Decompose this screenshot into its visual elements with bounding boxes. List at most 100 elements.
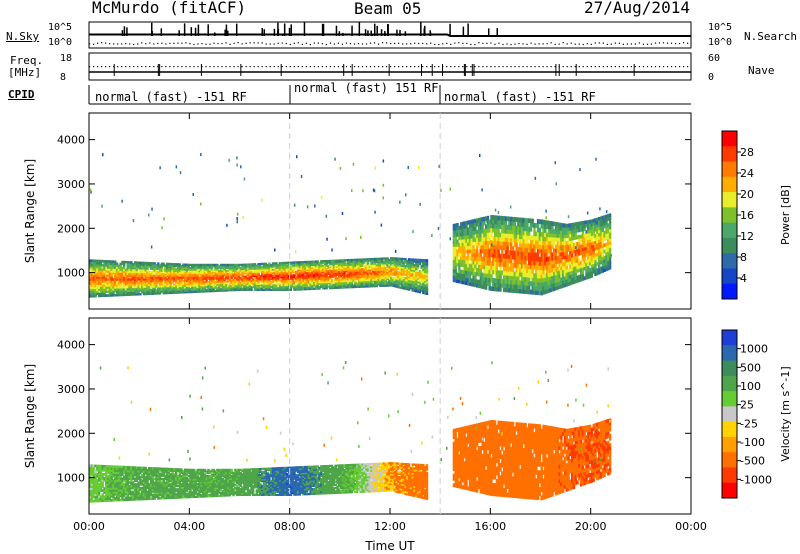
range-gate-cell: [526, 276, 529, 282]
range-gate-cell: [250, 276, 253, 279]
range-gate-cell: [590, 267, 594, 272]
range-gate-cell: [241, 274, 244, 277]
range-gate-cell: [157, 290, 160, 293]
range-gate-cell: [137, 281, 140, 285]
range-gate-cell: [268, 284, 271, 287]
range-gate-cell: [227, 268, 230, 271]
range-gate-cell: [562, 244, 565, 249]
range-gate-cell: [187, 265, 190, 268]
range-gate-cell: [485, 285, 488, 290]
range-gate-cell: [490, 261, 493, 266]
range-gate-cell: [259, 288, 262, 291]
nave-point: [470, 66, 472, 68]
range-gate-cell: [164, 292, 167, 295]
range-gate-cell: [103, 294, 106, 298]
range-gate-cell: [379, 284, 382, 287]
range-gate-cell: [289, 271, 293, 274]
range-gate-cell: [366, 279, 370, 282]
range-gate-cell: [531, 235, 534, 241]
range-gate-cell: [549, 240, 552, 246]
range-gate-cell: [488, 223, 491, 229]
nsearch-point: [329, 42, 331, 44]
range-gate-cell: [146, 265, 149, 268]
range-gate-cell: [470, 223, 473, 228]
range-gate-cell: [563, 234, 567, 239]
range-gate-cell: [212, 282, 215, 285]
range-gate-cell: [554, 233, 558, 238]
range-gate-cell: [244, 275, 248, 278]
range-gate-cell: [99, 290, 103, 294]
range-gate-cell: [212, 285, 215, 288]
range-gate-cell: [139, 267, 142, 270]
range-gate-cell: [146, 278, 149, 281]
range-gate-cell: [296, 285, 300, 288]
range-gate-cell: [528, 251, 531, 257]
range-gate-cell: [184, 263, 187, 266]
range-gate-cell: [529, 264, 533, 270]
range-gate-cell: [418, 275, 422, 279]
range-gate-cell: [123, 272, 126, 275]
range-gate-cell: [121, 274, 124, 277]
range-gate-cell: [545, 272, 549, 278]
range-gate-cell: [485, 244, 488, 250]
range-gate-cell: [94, 288, 97, 292]
range-gate-cell: [366, 274, 370, 277]
nsearch-point: [410, 43, 412, 45]
range-gate-cell: [461, 249, 465, 254]
range-gate-cell: [569, 271, 572, 276]
range-gate-cell: [467, 256, 470, 261]
range-gate-cell: [502, 216, 506, 221]
range-gate-cell: [476, 241, 479, 246]
range-gate-cell: [354, 265, 357, 268]
range-gate-cell: [114, 284, 117, 287]
range-gate-cell: [339, 267, 343, 270]
range-gate-cell: [282, 288, 285, 291]
range-gate-cell: [599, 222, 603, 227]
range-gate-cell: [280, 280, 284, 284]
range-gate-cell: [468, 278, 472, 283]
range-gate-cell: [567, 281, 570, 286]
range-gate-cell: [544, 273, 547, 278]
range-gate-cell: [121, 268, 124, 272]
range-gate-cell: [94, 259, 97, 263]
range-gate-cell: [209, 266, 212, 270]
range-gate-cell: [144, 274, 147, 277]
range-gate-cell: [105, 262, 108, 265]
range-gate-cell: [452, 230, 456, 235]
range-gate-cell: [298, 261, 301, 264]
nave-point: [169, 66, 171, 68]
range-gate-cell: [501, 241, 504, 246]
range-gate-cell: [214, 280, 217, 283]
range-gate-cell: [348, 260, 352, 263]
range-gate-cell: [510, 262, 513, 268]
range-gate-cell: [187, 284, 190, 287]
range-gate-cell: [354, 276, 357, 279]
range-gate-cell: [563, 276, 567, 281]
range-gate-cell: [418, 283, 422, 286]
range-gate-cell: [275, 288, 278, 291]
range-gate-cell: [594, 234, 597, 238]
range-gate-cell: [572, 263, 576, 268]
range-gate-cell: [293, 277, 296, 280]
range-gate-cell: [191, 278, 194, 281]
range-gate-cell: [248, 279, 251, 282]
range-gate-cell: [425, 288, 429, 292]
range-gate-cell: [259, 278, 262, 281]
range-gate-cell: [207, 288, 210, 291]
range-gate-cell: [278, 276, 282, 279]
range-gate-cell: [235, 275, 239, 278]
range-gate-cell: [228, 275, 232, 278]
range-gate-cell: [196, 268, 199, 271]
range-gate-cell: [560, 251, 563, 257]
nave-point: [385, 66, 388, 68]
range-gate-cell: [590, 222, 594, 227]
range-gate-cell: [341, 265, 344, 268]
range-gate-cell: [497, 270, 500, 275]
range-gate-cell: [173, 271, 176, 274]
range-gate-cell: [424, 272, 427, 276]
range-gate-cell: [200, 271, 203, 274]
range-gate-cell: [210, 268, 214, 271]
range-gate-cell: [255, 276, 258, 279]
range-gate-cell: [277, 276, 280, 279]
range-gate-cell: [560, 259, 563, 264]
